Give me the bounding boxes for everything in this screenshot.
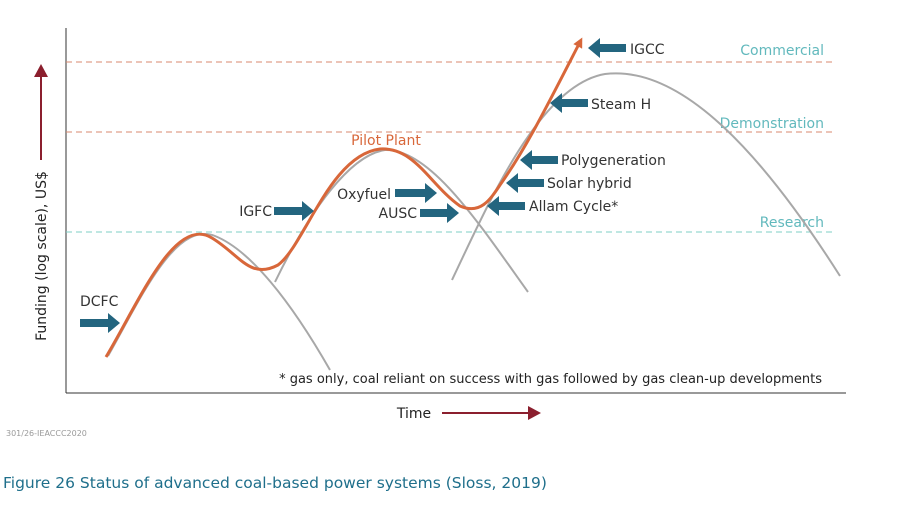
allam-cycle-arrow-icon [487, 196, 525, 216]
steam-h-arrow-icon [550, 93, 588, 113]
igcc-label: IGCC [630, 42, 665, 58]
demonstration-stage-label: Demonstration [720, 116, 824, 132]
steam-h-label: Steam H [591, 97, 651, 113]
igfc-arrow-icon [274, 201, 314, 221]
x-axis-label: Time [396, 406, 431, 422]
solar-hybrid-arrow-icon [506, 173, 544, 193]
allam-cycle-label: Allam Cycle* [529, 199, 618, 215]
x-axis-right-arrow-icon [528, 406, 541, 420]
research-stage-label: Research [760, 215, 824, 231]
pilot-plant-label: Pilot Plant [351, 133, 421, 149]
polygeneration-arrow-icon [520, 150, 558, 170]
footnote: * gas only, coal reliant on success with… [279, 372, 822, 387]
y-axis-up-arrow-icon [34, 64, 48, 77]
igfc-label: IGFC [239, 204, 272, 220]
figure-caption: Figure 26 Status of advanced coal-based … [3, 474, 547, 492]
solar-hybrid-label: Solar hybrid [547, 176, 632, 192]
polygeneration-label: Polygeneration [561, 153, 666, 169]
orange-maturity-path [104, 37, 583, 358]
ausc-label: AUSC [379, 206, 418, 222]
ausc-arrow-icon [420, 203, 459, 223]
commercial-stage-label: Commercial [740, 43, 824, 59]
dcfc-label: DCFC [80, 294, 119, 310]
gray-curve-first-hump [107, 233, 331, 371]
y-axis-label: Funding (log scale), US$ [34, 171, 50, 341]
oxyfuel-arrow-icon [395, 183, 437, 203]
dcfc-arrow-icon [80, 313, 120, 333]
igcc-arrow-icon [588, 38, 626, 58]
oxyfuel-label: Oxyfuel [337, 187, 391, 203]
figure-reference-code: 301/26-IEACCC2020 [6, 429, 87, 438]
